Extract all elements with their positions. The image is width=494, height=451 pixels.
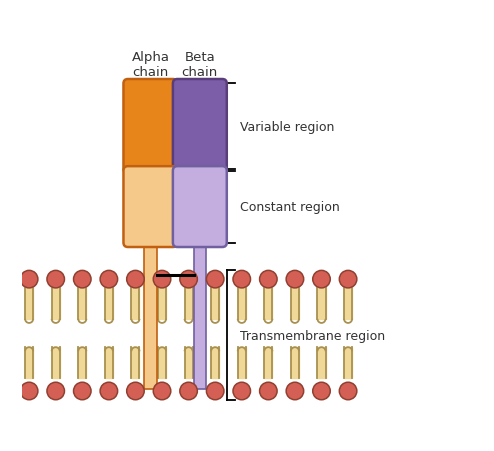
Polygon shape — [105, 347, 113, 378]
FancyBboxPatch shape — [173, 80, 227, 174]
Circle shape — [180, 271, 198, 288]
Polygon shape — [238, 288, 246, 319]
Polygon shape — [238, 347, 246, 378]
Circle shape — [74, 271, 91, 288]
Circle shape — [339, 382, 357, 400]
Circle shape — [100, 382, 118, 400]
Circle shape — [20, 382, 38, 400]
Polygon shape — [25, 347, 33, 378]
FancyBboxPatch shape — [124, 80, 177, 174]
Circle shape — [286, 271, 304, 288]
FancyBboxPatch shape — [124, 167, 177, 248]
Polygon shape — [185, 347, 193, 378]
Polygon shape — [291, 347, 299, 378]
Circle shape — [313, 271, 330, 288]
Text: Beta
chain: Beta chain — [182, 51, 218, 79]
Text: Variable region: Variable region — [240, 120, 334, 133]
Polygon shape — [344, 288, 352, 319]
Polygon shape — [105, 288, 113, 319]
Text: Transmembrane region: Transmembrane region — [240, 329, 385, 342]
Polygon shape — [318, 288, 326, 319]
Circle shape — [180, 382, 198, 400]
Polygon shape — [52, 288, 60, 319]
Circle shape — [47, 382, 64, 400]
Circle shape — [313, 382, 330, 400]
Circle shape — [259, 382, 277, 400]
Bar — [144, 242, 157, 389]
Polygon shape — [52, 347, 60, 378]
Polygon shape — [291, 288, 299, 319]
Circle shape — [126, 382, 144, 400]
Text: Alpha
chain: Alpha chain — [131, 51, 169, 79]
Polygon shape — [264, 288, 272, 319]
Polygon shape — [158, 347, 166, 378]
Bar — [194, 242, 206, 389]
Polygon shape — [211, 347, 219, 378]
Polygon shape — [211, 288, 219, 319]
Circle shape — [206, 382, 224, 400]
Circle shape — [233, 271, 250, 288]
Circle shape — [286, 382, 304, 400]
Circle shape — [339, 271, 357, 288]
Polygon shape — [78, 347, 86, 378]
FancyBboxPatch shape — [173, 167, 227, 248]
Circle shape — [74, 382, 91, 400]
Circle shape — [233, 382, 250, 400]
Polygon shape — [344, 347, 352, 378]
Polygon shape — [131, 288, 139, 319]
Polygon shape — [131, 347, 139, 378]
Circle shape — [206, 271, 224, 288]
Polygon shape — [78, 288, 86, 319]
Polygon shape — [264, 347, 272, 378]
Circle shape — [47, 271, 64, 288]
Polygon shape — [25, 288, 33, 319]
Circle shape — [259, 271, 277, 288]
Circle shape — [153, 271, 171, 288]
Polygon shape — [185, 288, 193, 319]
Circle shape — [126, 271, 144, 288]
Circle shape — [20, 271, 38, 288]
Polygon shape — [318, 347, 326, 378]
Text: Constant region: Constant region — [240, 201, 340, 214]
Polygon shape — [158, 288, 166, 319]
Circle shape — [153, 382, 171, 400]
Circle shape — [100, 271, 118, 288]
